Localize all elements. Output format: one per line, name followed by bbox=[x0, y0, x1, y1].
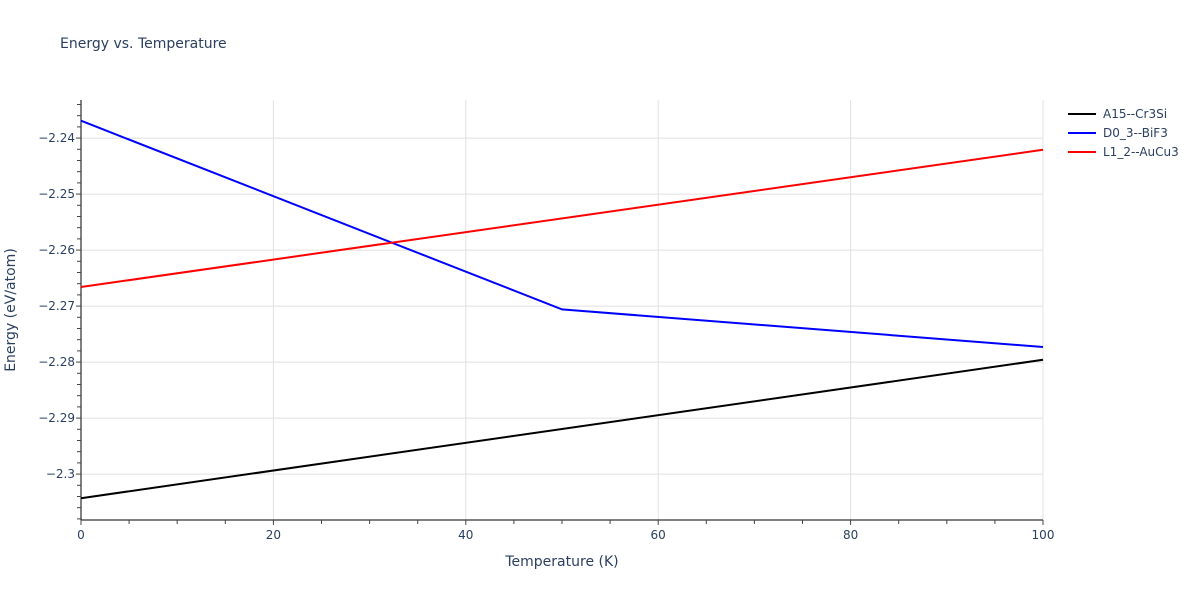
data-series bbox=[80, 119, 1044, 500]
x-tick-label: 100 bbox=[1032, 528, 1055, 542]
y-axis-title: Energy (eV/atom) bbox=[3, 248, 19, 372]
y-tick-label: −2.25 bbox=[38, 187, 75, 201]
x-tick-label: 40 bbox=[458, 528, 473, 542]
legend-swatch-red bbox=[1068, 150, 1096, 153]
x-axis-title: Temperature (K) bbox=[505, 554, 619, 570]
y-tick-label: −2.29 bbox=[38, 411, 75, 425]
legend-label: A15--Cr3Si bbox=[1103, 106, 1168, 121]
legend-swatch-blue bbox=[1068, 131, 1096, 134]
y-tick-label: −2.3 bbox=[46, 467, 75, 481]
legend-item-a15-cr3si[interactable]: A15--Cr3Si bbox=[1068, 104, 1179, 123]
y-tick-label: −2.26 bbox=[38, 243, 75, 257]
axes: 0 20 40 60 80 100 −2.24 −2.25 −2.26 −2.27 −2.28 −2.… bbox=[38, 100, 1054, 542]
legend-swatch-black bbox=[1068, 112, 1096, 115]
legend-label: D0_3--BiF3 bbox=[1103, 125, 1168, 140]
series-line-a15-cr3si bbox=[80, 358, 1044, 500]
y-tick-label: −2.27 bbox=[38, 299, 75, 313]
gridlines bbox=[81, 100, 1044, 520]
series-line-l1-2-aucu3 bbox=[80, 148, 1044, 288]
x-tick-label: 20 bbox=[266, 528, 281, 542]
legend-item-l1-2-aucu3[interactable]: L1_2--AuCu3 bbox=[1068, 142, 1179, 161]
x-tick-label: 80 bbox=[843, 528, 858, 542]
legend: A15--Cr3Si D0_3--BiF3 L1_2--AuCu3 bbox=[1068, 104, 1179, 161]
series-line-d0-3-bif3 bbox=[80, 119, 1044, 348]
x-tick-label: 0 bbox=[77, 528, 85, 542]
y-tick-label: −2.24 bbox=[38, 131, 75, 145]
legend-label: L1_2--AuCu3 bbox=[1103, 144, 1179, 159]
legend-item-d0-3-bif3[interactable]: D0_3--BiF3 bbox=[1068, 123, 1179, 142]
chart-title: Energy vs. Temperature bbox=[60, 36, 227, 52]
x-tick-label: 60 bbox=[651, 528, 666, 542]
y-tick-label: −2.28 bbox=[38, 355, 75, 369]
